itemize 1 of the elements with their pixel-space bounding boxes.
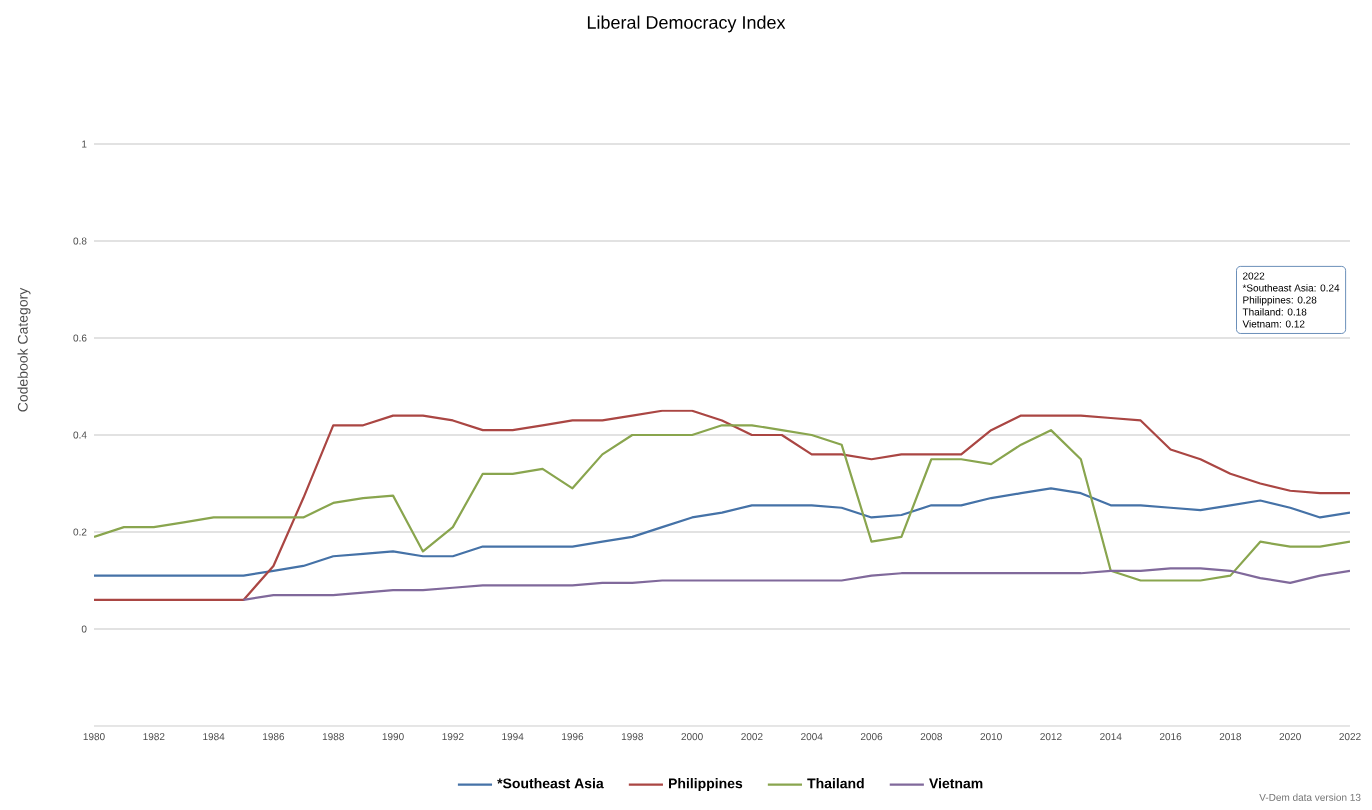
chart-title: Liberal Democracy Index	[587, 15, 786, 33]
